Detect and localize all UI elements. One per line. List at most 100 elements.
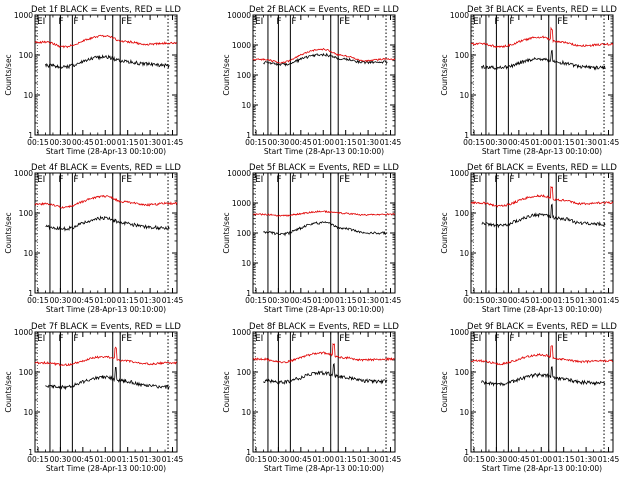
y-axis-label: Counts/sec (222, 212, 231, 253)
plot-frame (34, 14, 178, 136)
x-axis-label: Start Time (28-Apr-13 00:10:00) (264, 464, 384, 473)
y-tick-label: 1000 (232, 41, 251, 50)
events-series-line (481, 49, 606, 71)
x-tick-label: 01:15 (553, 296, 575, 305)
x-tick-label: 01:00 (312, 296, 334, 305)
events-series-line (263, 362, 388, 385)
y-tick-label: 1 (246, 289, 251, 298)
lld-series-line (252, 210, 396, 217)
panel-4: Det 4f BLACK = Events, RED = LLD 1 10 100 10… (4, 163, 184, 314)
flag-f: F (494, 17, 499, 27)
x-tick-label: 01:45 (162, 455, 184, 464)
x-tick-label: 01:45 (162, 296, 184, 305)
x-axis-label: Start Time (28-Apr-13 00:10:00) (482, 464, 602, 473)
x-tick-label: 00:45 (72, 138, 94, 147)
flag-ei: EI (37, 334, 45, 344)
plot-frame (34, 331, 178, 453)
x-tick-label: 01:45 (380, 296, 402, 305)
x-tick-label: 01:30 (139, 455, 161, 464)
lld-series-line (252, 342, 395, 364)
y-tick-label: 100 (455, 368, 470, 377)
flag-ei: EI (255, 334, 263, 344)
y-tick-label: 1000 (14, 11, 33, 20)
y-tick-label: 100 (455, 209, 470, 218)
y-tick-label: 100 (19, 209, 34, 218)
flag-f: F (276, 17, 281, 27)
flag-f: F (73, 175, 78, 185)
y-tick-label: 1000 (450, 328, 469, 337)
x-tick-label: 01:00 (312, 138, 334, 147)
y-axis-label: Counts/sec (222, 54, 231, 95)
x-tick-label: 00:45 (508, 138, 530, 147)
y-tick-label: 1 (28, 289, 33, 298)
flag-f: F (276, 334, 281, 344)
panel-title: Det 6f BLACK = Events, RED = LLD (467, 163, 617, 173)
x-tick-label: 01:00 (530, 296, 552, 305)
lld-series-line (252, 47, 396, 64)
flag-f: F (58, 175, 63, 185)
flag-f: F (276, 175, 281, 185)
flag-f: F (291, 175, 296, 185)
y-tick-label: 1000 (14, 169, 33, 178)
lld-series-line (470, 345, 614, 366)
x-axis-label: Start Time (28-Apr-13 00:10:00) (46, 305, 166, 314)
x-tick-label: 01:00 (94, 455, 116, 464)
x-tick-label: 00:15 (27, 455, 49, 464)
plot-frame (470, 14, 614, 136)
flag-fe: FE (121, 334, 132, 344)
plot-frame (34, 172, 178, 294)
lld-series-line (34, 194, 178, 209)
events-series-line (45, 215, 170, 232)
flag-f: F (73, 334, 78, 344)
panel-title: Det 7f BLACK = Events, RED = LLD (31, 322, 181, 332)
x-tick-label: 00:15 (463, 138, 485, 147)
x-tick-label: 00:30 (268, 138, 290, 147)
x-tick-label: 01:00 (94, 296, 116, 305)
x-tick-label: 00:45 (290, 455, 312, 464)
flag-f: F (58, 334, 63, 344)
panel-title: Det 1f BLACK = Events, RED = LLD (31, 5, 181, 15)
y-tick-label: 1 (246, 448, 251, 457)
x-axis-label: Start Time (28-Apr-13 00:10:00) (482, 147, 602, 156)
y-tick-label: 100 (237, 71, 252, 80)
events-series-line (481, 203, 606, 229)
x-tick-label: 00:15 (463, 296, 485, 305)
x-tick-label: 01:00 (530, 138, 552, 147)
x-tick-label: 00:15 (245, 138, 267, 147)
x-tick-label: 01:30 (357, 138, 379, 147)
flag-ei: EI (473, 17, 481, 27)
x-tick-label: 01:00 (94, 138, 116, 147)
flag-fe: FE (339, 175, 350, 185)
x-tick-label: 01:00 (530, 455, 552, 464)
x-axis-label: Start Time (28-Apr-13 00:10:00) (482, 305, 602, 314)
y-tick-label: 1 (246, 131, 251, 140)
panel-1: Det 1f BLACK = Events, RED = LLD 1 10 100 10… (4, 5, 184, 156)
x-tick-label: 01:00 (312, 455, 334, 464)
y-tick-label: 10 (241, 408, 251, 417)
flag-ei: EI (255, 17, 263, 27)
x-tick-label: 01:15 (117, 138, 139, 147)
plot-frame (470, 172, 614, 294)
x-tick-label: 00:45 (290, 138, 312, 147)
panel-title: Det 8f BLACK = Events, RED = LLD (249, 322, 399, 332)
x-tick-label: 00:15 (463, 455, 485, 464)
x-axis-label: Start Time (28-Apr-13 00:10:00) (264, 305, 384, 314)
y-tick-label: 1 (464, 448, 469, 457)
y-tick-label: 1000 (450, 169, 469, 178)
flag-fe: FE (557, 334, 568, 344)
y-axis-label: Counts/sec (4, 371, 13, 412)
y-tick-label: 10 (23, 408, 33, 417)
flag-f: F (509, 17, 514, 27)
x-tick-label: 00:15 (245, 455, 267, 464)
x-tick-label: 01:45 (598, 455, 620, 464)
x-tick-label: 01:45 (162, 138, 184, 147)
flag-f: F (291, 17, 296, 27)
lld-series-line (34, 346, 178, 367)
x-tick-label: 00:45 (508, 296, 530, 305)
y-tick-label: 10 (459, 408, 469, 417)
flag-fe: FE (557, 17, 568, 27)
x-tick-label: 01:15 (553, 138, 575, 147)
plot-frame (470, 331, 614, 453)
